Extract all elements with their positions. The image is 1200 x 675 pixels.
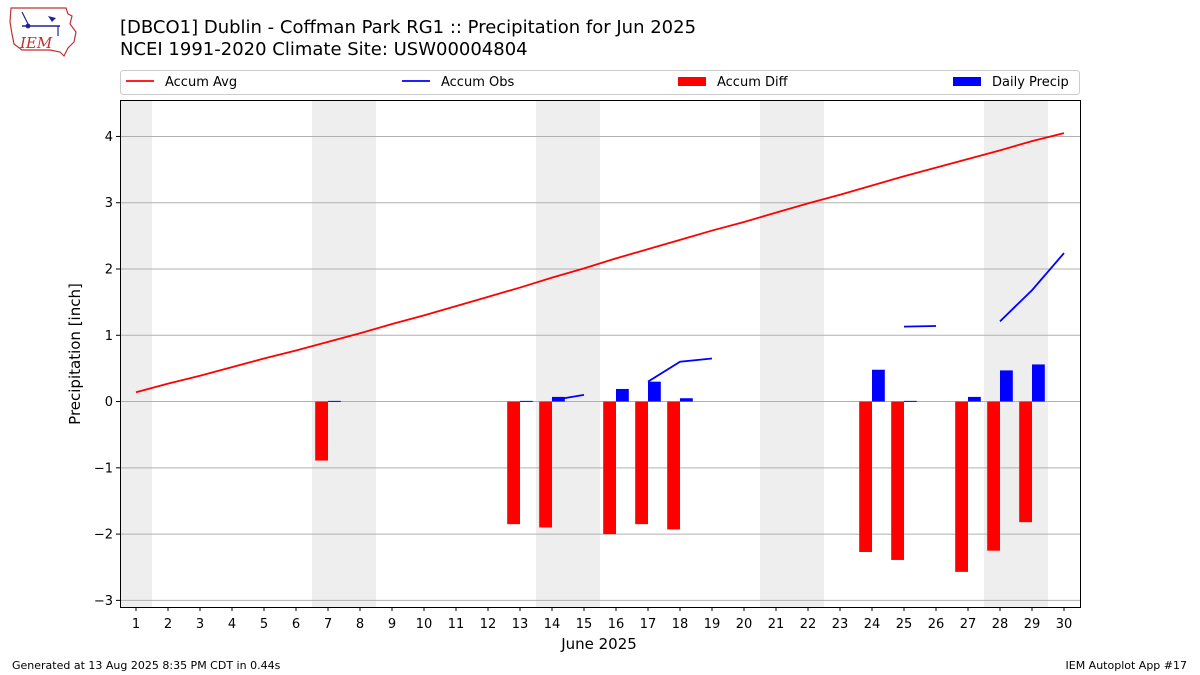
x-tick-label: 26	[928, 617, 945, 632]
x-tick-label: 17	[640, 617, 657, 632]
daily-precip-bar	[1000, 370, 1013, 402]
legend-label: Accum Avg	[165, 75, 237, 90]
x-tick-label: 23	[832, 617, 849, 632]
y-tick-label: −2	[94, 528, 113, 543]
legend-swatch	[678, 77, 706, 86]
daily-precip-bar	[616, 388, 629, 402]
legend-label: Accum Obs	[441, 75, 514, 90]
accum-diff-bar	[987, 401, 1000, 551]
y-tick-label: −1	[94, 461, 113, 476]
chart-subtitle: NCEI 1991-2020 Climate Site: USW00004804	[120, 39, 528, 60]
legend-label: Accum Diff	[717, 75, 789, 90]
legend-label: Daily Precip	[992, 75, 1069, 90]
accum-diff-bar	[507, 401, 520, 525]
x-tick-label: 14	[544, 617, 561, 632]
accum-obs-line	[999, 252, 1065, 323]
logo-text: IEM	[19, 34, 53, 52]
x-tick-label: 22	[800, 617, 817, 632]
grid-lines	[120, 135, 1080, 601]
weekend-band	[760, 100, 824, 607]
x-tick-label: 8	[356, 617, 364, 632]
x-tick-label: 15	[576, 617, 593, 632]
x-tick-label: 13	[512, 617, 529, 632]
x-tick-label: 9	[388, 617, 396, 632]
x-tick-label: 5	[260, 617, 268, 632]
accum-diff-bar	[315, 401, 328, 461]
accum-obs-line	[551, 394, 585, 402]
weekend-shading	[120, 100, 1048, 607]
daily-precip-bar	[680, 398, 693, 402]
x-tick-label: 25	[896, 617, 913, 632]
accum-avg-line	[135, 132, 1065, 394]
x-tick-label: 3	[196, 617, 204, 632]
y-tick-label: 3	[105, 196, 113, 211]
weekend-band	[312, 100, 376, 607]
app-note: IEM Autoplot App #17	[1065, 659, 1188, 672]
x-tick-label: 20	[736, 617, 753, 632]
legend-box	[120, 70, 1080, 95]
daily-precip-bar	[1032, 364, 1045, 402]
accum-diff-bar	[891, 401, 904, 560]
legend: Accum Avg Accum Obs Accum Diff Daily Precip	[120, 70, 1080, 95]
daily-precip-bar	[328, 400, 341, 402]
x-tick-label: 24	[864, 617, 881, 632]
iem-logo: IEM	[9, 7, 77, 58]
daily-precip-bar	[904, 400, 917, 402]
x-tick-label: 19	[704, 617, 721, 632]
x-tick-label: 29	[1024, 617, 1041, 632]
x-tick-label: 4	[228, 617, 236, 632]
generated-note: Generated at 13 Aug 2025 8:35 PM CDT in …	[12, 659, 281, 672]
x-tick-label: 27	[960, 617, 977, 632]
x-tick-label: 10	[416, 617, 433, 632]
accum-diff-bar	[1019, 401, 1032, 523]
y-tick-label: −3	[94, 594, 113, 609]
x-tick-label: 16	[608, 617, 625, 632]
x-tick-label: 21	[768, 617, 785, 632]
y-axis: −3 −2 −1 0 1 2 3 4	[94, 130, 120, 609]
x-axis-label: June 2025	[560, 635, 637, 653]
weekend-band	[536, 100, 600, 607]
accum-diff-bar	[859, 401, 872, 552]
x-tick-label: 7	[324, 617, 332, 632]
x-tick-label: 18	[672, 617, 689, 632]
y-tick-label: 2	[105, 263, 113, 278]
plot-frame	[120, 100, 1081, 608]
lines	[135, 132, 1065, 402]
accum-diff-bar	[603, 401, 616, 535]
x-tick-label: 28	[992, 617, 1009, 632]
weekend-band	[120, 100, 152, 607]
y-axis-label: Precipitation [inch]	[66, 283, 84, 425]
x-tick-label: 11	[448, 617, 465, 632]
accum-obs-line	[647, 357, 713, 383]
legend-swatch	[953, 77, 981, 86]
chart-title: [DBCO1] Dublin - Coffman Park RG1 :: Pre…	[120, 17, 697, 38]
daily-precip-bar	[968, 396, 981, 402]
x-tick-label: 1	[132, 617, 140, 632]
x-axis: 1 2 3 4 5 6 7 8 9 10 11 12 13 14 15 16 17 18 19 20 21 22 23 24 2…	[132, 607, 1072, 632]
y-tick-label: 1	[105, 329, 113, 344]
x-tick-label: 12	[480, 617, 497, 632]
y-tick-label: 0	[105, 395, 113, 410]
accum-obs-line	[903, 325, 937, 328]
daily-precip-bar	[520, 400, 533, 402]
x-tick-label: 6	[292, 617, 300, 632]
x-tick-label: 2	[164, 617, 172, 632]
daily-precip-bar	[648, 381, 661, 402]
x-tick-label: 30	[1056, 617, 1073, 632]
accum-diff-bar	[539, 401, 552, 528]
accum-diff-bar	[635, 401, 648, 525]
y-tick-label: 4	[105, 130, 113, 145]
bars	[315, 364, 1045, 572]
accum-diff-bar	[667, 401, 680, 530]
daily-precip-bar	[872, 369, 885, 402]
accum-diff-bar	[955, 401, 968, 572]
